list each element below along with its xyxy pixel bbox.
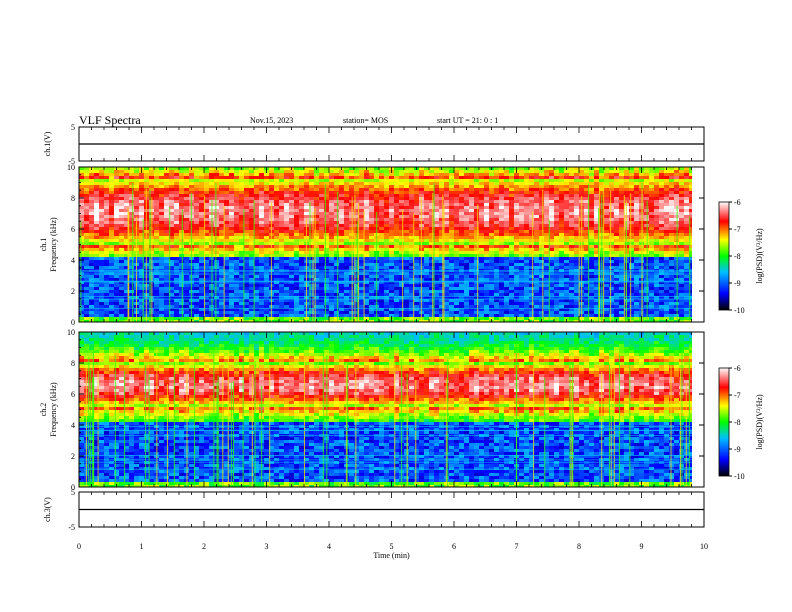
x-tick-label: 3: [265, 542, 269, 551]
x-tick-label: 1: [140, 542, 144, 551]
ch2-spec-ytick: 10: [67, 328, 75, 337]
ch2-spectrogram: [79, 332, 704, 487]
x-axis-label: Time (min): [373, 551, 410, 560]
x-tick-label: 0: [77, 542, 81, 551]
ch2-spec-ylabel-frequency: Frequency (kHz): [49, 382, 58, 437]
ch1-spec-ylabel-frequency: Frequency (kHz): [49, 217, 58, 272]
ch1-spec-colorbar-label: log(PSD)(V²/Hz): [755, 228, 764, 284]
chart-title: VLF Spectra: [79, 113, 141, 127]
x-tick-label: 5: [390, 542, 394, 551]
ch1-spec-colorbar: [718, 201, 730, 311]
ch3-wave-ylabel: ch.3(V): [43, 497, 52, 522]
ch1-spec-ylabel-channel: ch.1: [39, 238, 48, 252]
x-tick-label: 6: [452, 542, 456, 551]
x-tick-label: 8: [577, 542, 581, 551]
ch2-spec-colorbar-tick: -10: [734, 472, 745, 481]
ch2-spec-colorbar-tick: -8: [734, 418, 741, 427]
ch1-spec-colorbar-tick: -8: [734, 252, 741, 261]
ch2-spec-colorbar-label: log(PSD)(V²/Hz): [755, 394, 764, 450]
x-tick-label: 10: [700, 542, 708, 551]
ch1-spec-ytick: 4: [71, 256, 75, 265]
ch2-spec-colorbar-tick: -9: [734, 445, 741, 454]
x-tick-label: 4: [327, 542, 331, 551]
ch1-spec-colorbar-tick: -9: [734, 279, 741, 288]
ch2-spec-colorbar-tick: -7: [734, 391, 741, 400]
ch1-spec-colorbar-tick: -7: [734, 225, 741, 234]
ch2-spec-colorbar-tick: -6: [734, 364, 741, 373]
ch3-wave-ytick: 5: [71, 488, 75, 497]
start-time-label: start UT = 21: 0 : 1: [437, 116, 499, 125]
x-tick-label: 9: [640, 542, 644, 551]
ch2-spec-ytick: 2: [71, 452, 75, 461]
x-tick-label: 7: [515, 542, 519, 551]
ch2-spec-ytick: 8: [71, 359, 75, 368]
ch1-spec-ytick: 8: [71, 194, 75, 203]
ch1-spec-colorbar-tick: -10: [734, 306, 745, 315]
ch1-spec-ytick: 10: [67, 163, 75, 172]
ch2-spec-colorbar: [718, 367, 730, 477]
x-tick-label: 2: [202, 542, 206, 551]
ch2-spec-ytick: 0: [71, 483, 75, 492]
ch3-wave-ytick: -5: [68, 523, 75, 532]
ch1-wave-ylabel: ch.1(V): [43, 131, 52, 156]
ch1-wave-ytick: 5: [71, 123, 75, 132]
ch1-wave-ytick: -5: [68, 157, 75, 166]
ch1-spec-ytick: 0: [71, 318, 75, 327]
ch2-spec-ytick: 6: [71, 390, 75, 399]
ch1-spec-ytick: 6: [71, 225, 75, 234]
ch2-spec-ylabel-channel: ch.2: [39, 403, 48, 417]
date-label: Nov.15, 2023: [250, 116, 294, 125]
ch1-spectrogram: [79, 167, 704, 322]
ch2-spec-ytick: 4: [71, 421, 75, 430]
ch1-spec-colorbar-tick: -6: [734, 198, 741, 207]
ch1-spec-ytick: 2: [71, 287, 75, 296]
station-label: station= MOS: [343, 116, 389, 125]
